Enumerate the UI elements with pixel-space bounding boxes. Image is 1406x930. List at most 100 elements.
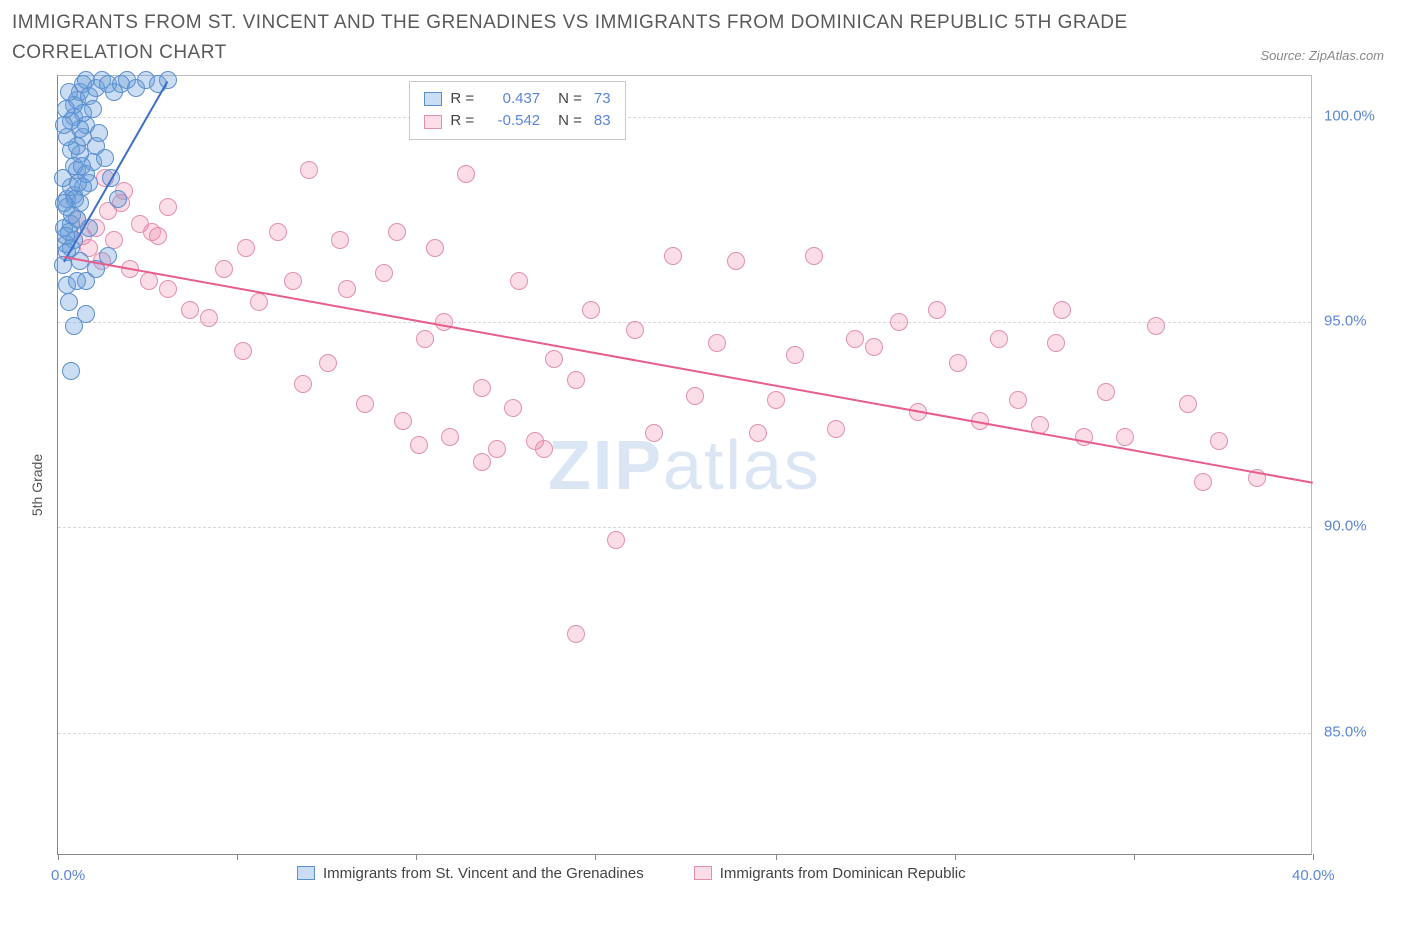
pink-point [1097, 383, 1115, 401]
blue-point [62, 362, 80, 380]
blue-point [96, 149, 114, 167]
y-tick-label: 85.0% [1324, 723, 1367, 740]
pink-point [237, 239, 255, 257]
pink-point [1210, 432, 1228, 450]
y-tick-label: 95.0% [1324, 313, 1367, 330]
pink-point [1009, 391, 1027, 409]
pink-point [510, 272, 528, 290]
pink-point [159, 198, 177, 216]
pink-point [1147, 317, 1165, 335]
bottom-legend: Immigrants from St. Vincent and the Gren… [297, 865, 966, 882]
pink-point [416, 330, 434, 348]
y-tick-label: 100.0% [1324, 107, 1375, 124]
pink-point [846, 330, 864, 348]
pink-point [394, 412, 412, 430]
pink-point [426, 239, 444, 257]
pink-point [664, 247, 682, 265]
pink-point [338, 280, 356, 298]
blue-point [65, 317, 83, 335]
pink-point [435, 313, 453, 331]
pink-point [488, 440, 506, 458]
pink-point [708, 334, 726, 352]
blue-point [57, 227, 75, 245]
gridline [58, 733, 1311, 734]
stats-row: R =-0.542N =83 [424, 110, 610, 133]
pink-point [767, 391, 785, 409]
legend-label: Immigrants from St. Vincent and the Gren… [323, 865, 644, 882]
blue-point [57, 100, 75, 118]
pink-point [159, 280, 177, 298]
x-tick [1313, 854, 1314, 860]
plot-region: ZIPatlas R =0.437N =73R =-0.542N =83 [57, 75, 1312, 855]
pink-point [356, 395, 374, 413]
pink-point [990, 330, 1008, 348]
pink-point [645, 424, 663, 442]
pink-point [1194, 473, 1212, 491]
pink-point [457, 165, 475, 183]
x-tick [58, 854, 59, 860]
pink-point [827, 420, 845, 438]
pink-point [181, 301, 199, 319]
blue-point [69, 174, 87, 192]
blue-swatch-icon [424, 92, 442, 106]
pink-point [786, 346, 804, 364]
pink-point [890, 313, 908, 331]
pink-point [284, 272, 302, 290]
blue-point [60, 293, 78, 311]
x-tick [955, 854, 956, 860]
pink-point [1053, 301, 1071, 319]
pink-point [234, 342, 252, 360]
blue-point [90, 124, 108, 142]
x-tick [1134, 854, 1135, 860]
x-tick [237, 854, 238, 860]
pink-point [473, 379, 491, 397]
pink-point [727, 252, 745, 270]
blue-point [55, 194, 73, 212]
pink-point [294, 375, 312, 393]
pink-point [319, 354, 337, 372]
blue-point [73, 157, 91, 175]
pink-point [686, 387, 704, 405]
gridline [58, 322, 1311, 323]
pink-point [441, 428, 459, 446]
stats-row: R =0.437N =73 [424, 88, 610, 111]
pink-point [567, 625, 585, 643]
blue-point [55, 116, 73, 134]
pink-point [1179, 395, 1197, 413]
pink-point [105, 231, 123, 249]
pink-point [388, 223, 406, 241]
legend-item: Immigrants from Dominican Republic [694, 865, 966, 882]
pink-point [300, 161, 318, 179]
pink-point [143, 223, 161, 241]
pink-point [545, 350, 563, 368]
legend-label: Immigrants from Dominican Republic [720, 865, 966, 882]
x-max-label: 40.0% [1292, 867, 1335, 884]
pink-point [410, 436, 428, 454]
pink-trendline [64, 256, 1313, 484]
x-tick [776, 854, 777, 860]
pink-point [626, 321, 644, 339]
pink-point [269, 223, 287, 241]
legend-item: Immigrants from St. Vincent and the Gren… [297, 865, 644, 882]
pink-point [375, 264, 393, 282]
stats-legend: R =0.437N =73R =-0.542N =83 [409, 81, 625, 140]
pink-point [928, 301, 946, 319]
x-min-label: 0.0% [51, 867, 85, 884]
pink-point [567, 371, 585, 389]
blue-swatch-icon [297, 866, 315, 880]
chart-title: IMMIGRANTS FROM ST. VINCENT AND THE GREN… [12, 8, 1152, 69]
pink-swatch-icon [424, 115, 442, 129]
y-axis-label: 5th Grade [29, 454, 45, 516]
pink-point [140, 272, 158, 290]
pink-point [1047, 334, 1065, 352]
pink-point [582, 301, 600, 319]
pink-point [215, 260, 233, 278]
pink-point [200, 309, 218, 327]
watermark: ZIPatlas [548, 425, 821, 505]
y-tick-label: 90.0% [1324, 518, 1367, 535]
source-label: Source: ZipAtlas.com [1260, 48, 1394, 69]
pink-point [805, 247, 823, 265]
pink-swatch-icon [694, 866, 712, 880]
x-tick [416, 854, 417, 860]
pink-point [535, 440, 553, 458]
